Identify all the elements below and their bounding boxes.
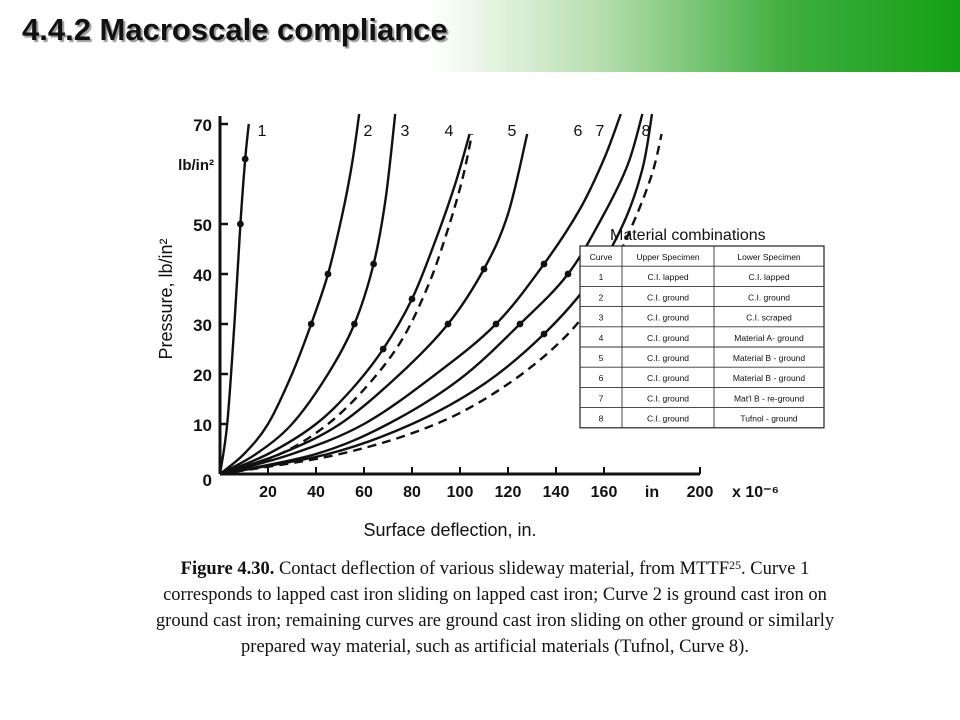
curve-label: 1 — [258, 123, 267, 140]
table-cell: 3 — [599, 313, 604, 323]
curve-arrow-marker — [237, 220, 244, 228]
table-cell: C.I. ground — [647, 414, 689, 424]
x-tick-label: 200 — [687, 484, 714, 501]
caption-ref: 25 — [729, 558, 742, 572]
table-cell: C.I. lapped — [748, 272, 789, 282]
y-axis-title: Pressure, lb/in² — [156, 238, 176, 359]
table-cell: Material B - ground — [733, 373, 806, 383]
curve-arrow-marker — [307, 320, 315, 328]
y-tick-label: 20 — [193, 366, 212, 385]
table-header-cell: Lower Specimen — [737, 252, 801, 262]
curve-label: 6 — [574, 123, 583, 140]
curve-4-line — [219, 133, 474, 476]
curve-arrow-marker — [540, 330, 548, 338]
material-table: Material combinations Curve Upper Specimen… — [579, 227, 825, 429]
curve-arrow-marker — [324, 270, 332, 278]
table-border — [579, 245, 825, 429]
table-cell: Material A- ground — [734, 333, 804, 343]
curve-8-line — [219, 133, 663, 476]
curve-label: 7 — [596, 123, 605, 140]
figure-label: Figure 4.30. — [180, 559, 275, 579]
curve-2-line — [219, 113, 361, 475]
curve-arrow-marker — [564, 270, 572, 278]
table-title: Material combinations — [610, 227, 766, 244]
curve-arrow-marker — [379, 345, 387, 353]
table-cell: 6 — [599, 373, 604, 383]
curve-1-line — [218, 123, 250, 475]
table-cell: C.I. ground — [647, 393, 689, 403]
x-unit-label: in — [645, 484, 659, 501]
curve-arrow-marker — [408, 295, 416, 303]
curve-7-line — [219, 113, 654, 476]
curve-6-line — [219, 113, 622, 476]
table-cell: Material B - ground — [733, 353, 806, 363]
curve-label: 5 — [508, 123, 517, 140]
curve-label: 3 — [401, 123, 410, 140]
table-header-cell: Upper Specimen — [636, 252, 700, 262]
curve-arrow-marker — [351, 320, 358, 328]
y-tick-label: 70 — [193, 116, 212, 135]
curve-arrow-marker — [492, 320, 500, 328]
table-cell: C.I. ground — [647, 292, 689, 302]
chart-curves — [218, 113, 663, 476]
deflection-chart: 10 20 30 40 50 70 lb/in² 0 20 40 60 80 100 120 140 160 2… — [156, 113, 825, 540]
table-cell: 5 — [599, 353, 604, 363]
y-tick-label: 10 — [193, 416, 212, 435]
slide-title: 4.4.2 Macroscale compliance — [22, 12, 448, 47]
figure-caption: Figure 4.30. Contact deflection of vario… — [150, 556, 840, 660]
curve-label: 2 — [364, 123, 373, 140]
x-tick-label: 80 — [403, 484, 421, 501]
y-unit-label: lb/in² — [178, 157, 214, 174]
curve-5-line — [219, 133, 529, 476]
x-tick-label: 40 — [307, 484, 325, 501]
table-cell: C.I. ground — [748, 292, 790, 302]
curve-arrow-marker — [480, 265, 488, 273]
curve-3-line — [219, 113, 397, 476]
curve-arrow-marker — [444, 320, 452, 328]
chart-axes: 10 20 30 40 50 70 lb/in² 0 20 40 60 80 100 120 140 160 2… — [156, 116, 779, 540]
curve-label: 4 — [445, 123, 454, 140]
table-cell: 8 — [599, 414, 604, 424]
table-cell: C.I. lapped — [647, 272, 688, 282]
table-cell: C.I. ground — [647, 353, 689, 363]
x-tick-label: 140 — [543, 484, 570, 501]
table-cell: C.I. ground — [647, 313, 689, 323]
curve-arrow-marker — [540, 260, 548, 268]
table-cell: 4 — [599, 333, 604, 343]
origin-label: 0 — [203, 471, 212, 490]
table-cell: 2 — [599, 292, 604, 302]
table-cell: Mat'l B - re-ground — [734, 393, 804, 403]
table-cell: Tufnol - ground — [740, 414, 798, 424]
title-banner — [0, 0, 960, 72]
x-multiplier-label: x 10⁻⁶ — [732, 484, 779, 501]
x-tick-label: 20 — [259, 484, 277, 501]
curve-label: 8 — [642, 123, 651, 140]
x-tick-label: 120 — [495, 484, 522, 501]
caption-text-start: Contact deflection of various slideway m… — [278, 559, 730, 579]
table-cell: C.I. ground — [647, 373, 689, 383]
x-tick-label: 160 — [591, 484, 618, 501]
curve-4-line — [219, 133, 471, 476]
y-tick-label: 40 — [193, 266, 212, 285]
x-axis-title: Surface deflection, in. — [363, 520, 536, 540]
table-cell: 7 — [599, 393, 604, 403]
x-tick-label: 60 — [355, 484, 373, 501]
curve-arrow-marker — [370, 260, 377, 268]
table-cell: 1 — [599, 272, 604, 282]
table-cell: C.I. scraped — [746, 313, 792, 323]
table-cell: C.I. ground — [647, 333, 689, 343]
y-tick-label: 50 — [193, 216, 212, 235]
curve-7-line — [219, 113, 644, 476]
table-header-cell: Curve — [590, 252, 613, 262]
y-tick-label: 30 — [193, 316, 212, 335]
caption-text-end: . Curve 1 corresponds to lapped cast iro… — [155, 559, 835, 657]
x-tick-label: 100 — [447, 484, 474, 501]
curve-arrow-marker — [516, 320, 524, 328]
curve-arrow-marker — [241, 155, 249, 163]
